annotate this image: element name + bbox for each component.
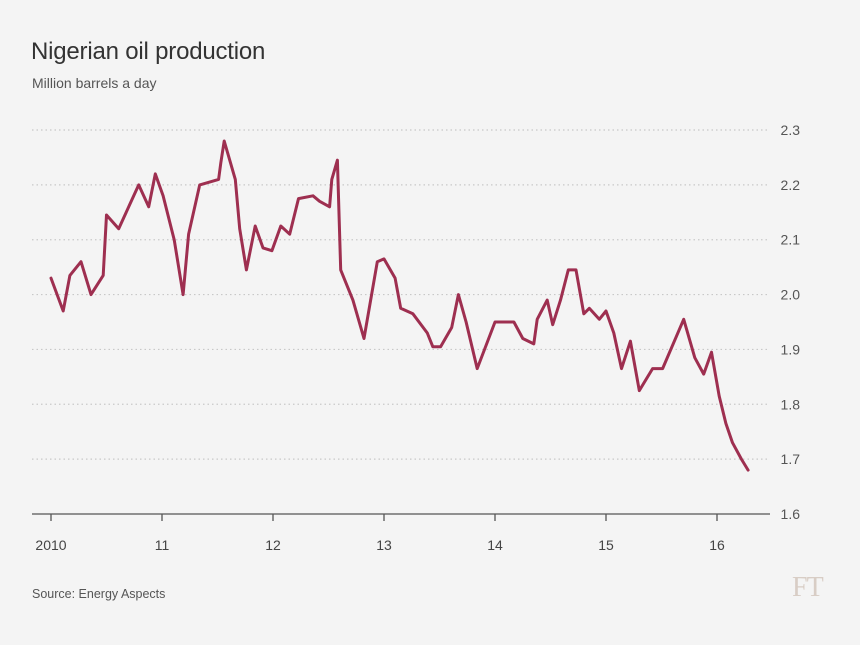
y-tick-label: 1.8 <box>781 396 801 412</box>
y-tick-label: 1.7 <box>781 451 801 467</box>
x-tick-label: 14 <box>487 537 503 553</box>
chart-title: Nigerian oil production <box>31 38 266 65</box>
y-tick-label: 1.9 <box>781 341 801 357</box>
x-tick-label: 12 <box>265 537 281 553</box>
x-tick-label: 16 <box>709 537 725 553</box>
x-tick-label: 2010 <box>35 537 66 553</box>
x-tick-label: 11 <box>155 537 170 553</box>
source-note: Source: Energy Aspects <box>32 587 166 601</box>
y-tick-label: 2.3 <box>781 122 801 138</box>
ft-logo: FT <box>792 572 824 603</box>
y-tick-label: 2.1 <box>781 232 801 248</box>
x-tick-label: 15 <box>598 537 614 553</box>
x-tick-label: 13 <box>376 537 392 553</box>
y-tick-label: 2.0 <box>781 287 801 303</box>
series-line <box>49 139 750 472</box>
y-tick-label: 2.2 <box>781 177 801 193</box>
y-tick-label: 1.6 <box>781 506 801 522</box>
chart-subtitle: Million barrels a day <box>32 75 157 91</box>
